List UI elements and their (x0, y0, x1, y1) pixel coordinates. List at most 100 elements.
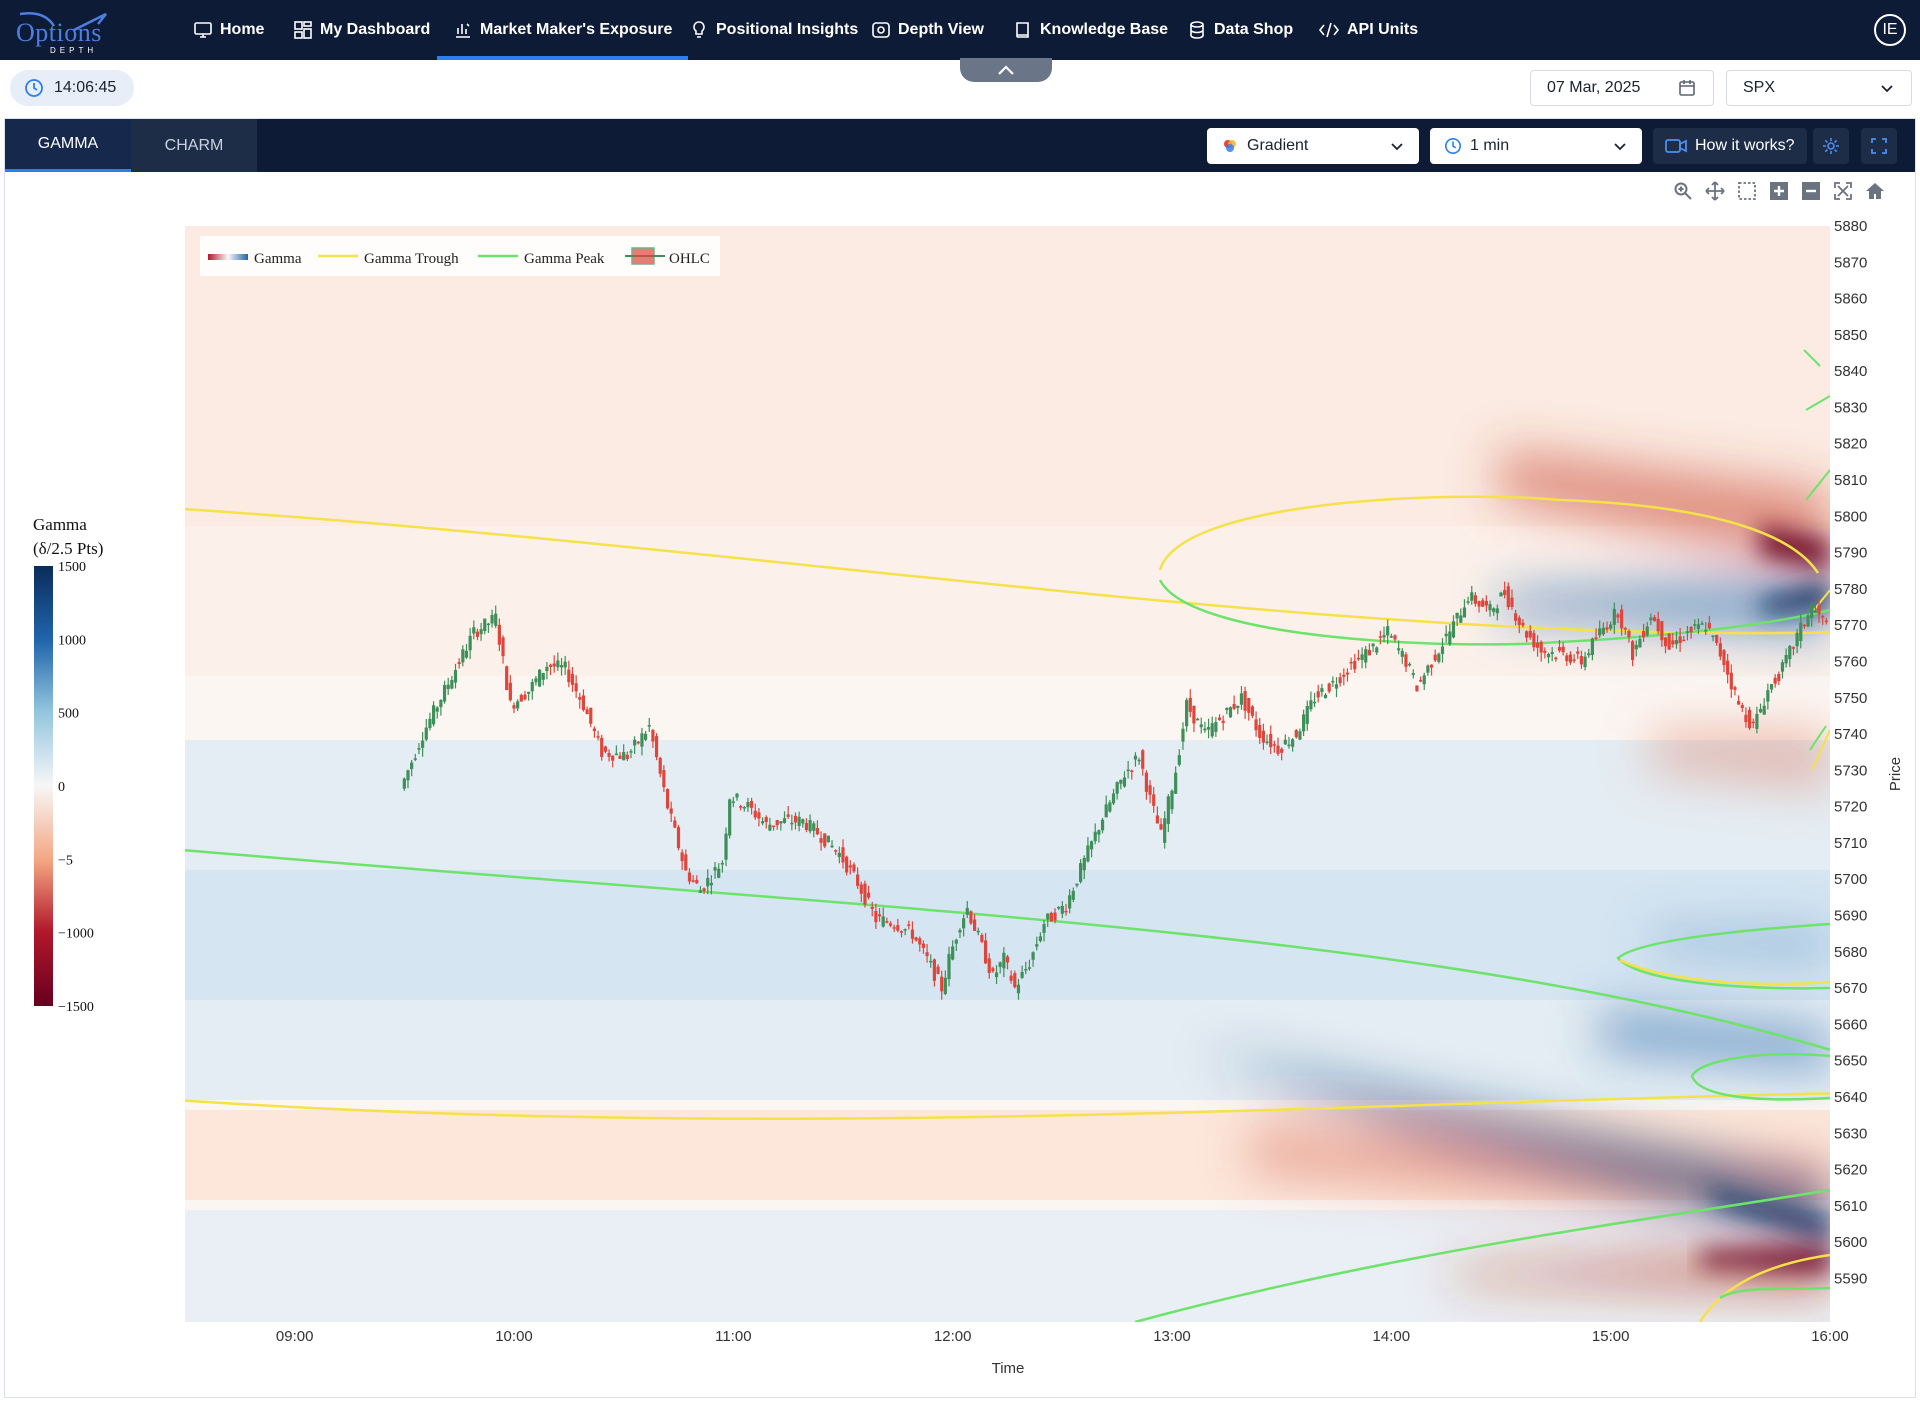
ohlc-candle (1704, 629, 1708, 632)
ohlc-candle (1170, 790, 1174, 810)
interval-select[interactable]: 1 min (1430, 128, 1642, 164)
ohlc-candle (1762, 705, 1766, 715)
ohlc-candle (421, 740, 425, 748)
ohlc-candle (936, 966, 940, 974)
ohlc-candle (1276, 745, 1280, 754)
ticker-select[interactable]: SPX (1726, 70, 1912, 106)
legend-ohlc: OHLC (669, 251, 710, 267)
ohlc-candle (1236, 705, 1240, 709)
colorbar-tick-label: −1500 (58, 1000, 94, 1015)
ohlc-candle (1349, 661, 1353, 664)
fullscreen-button[interactable] (1861, 128, 1897, 164)
ohlc-candle (760, 821, 765, 824)
ohlc-candle (1554, 657, 1558, 660)
nav-knowledge-base[interactable]: Knowledge Base (1013, 0, 1168, 60)
tab-charm[interactable]: CHARM (131, 119, 257, 172)
ohlc-candle (903, 929, 907, 931)
tab-gamma[interactable]: GAMMA (5, 119, 131, 172)
ohlc-candle (896, 925, 900, 931)
ohlc-candle (1122, 777, 1127, 787)
ohlc-candle (1214, 722, 1218, 732)
ohlc-candle (1777, 673, 1781, 682)
top-navigation-bar: Options DEPTH Home My Dashboard Market M… (0, 0, 1920, 60)
ohlc-candle (1188, 697, 1192, 712)
ohlc-candle (1389, 636, 1393, 638)
how-it-works-button[interactable]: How it works? (1653, 128, 1807, 164)
ohlc-candle (640, 733, 644, 747)
zoom-icon[interactable] (1672, 180, 1694, 202)
x-tick-label: 14:00 (1373, 1328, 1411, 1345)
ohlc-candle (486, 623, 491, 626)
y-tick-label: 5720 (1834, 799, 1867, 816)
ohlc-candle (856, 874, 860, 886)
date-picker[interactable]: 07 Mar, 2025 (1530, 70, 1714, 106)
ohlc-candle (1715, 635, 1719, 643)
y-tick-label: 5600 (1834, 1234, 1867, 1251)
ohlc-candle (1265, 741, 1269, 744)
ohlc-candle (1038, 936, 1042, 941)
x-tick-label: 09:00 (276, 1328, 314, 1345)
ohlc-candle (779, 821, 783, 824)
ohlc-candle (724, 833, 728, 860)
ohlc-candle (728, 799, 732, 836)
nav-positional-insights[interactable]: Positional Insights (689, 0, 858, 60)
ohlc-candle (574, 683, 578, 692)
nav-api-units[interactable]: API Units (1318, 0, 1418, 60)
home-icon[interactable] (1864, 180, 1886, 202)
options-depth-logo[interactable]: Options DEPTH (14, 8, 114, 55)
autoscale-icon[interactable] (1832, 180, 1854, 202)
ohlc-candle (665, 789, 670, 809)
y-tick-label: 5870 (1834, 254, 1867, 271)
nav-data-shop[interactable]: Data Shop (1187, 0, 1293, 60)
ohlc-candle (1046, 913, 1050, 920)
ohlc-candle (629, 751, 633, 753)
ohlc-candle (1064, 910, 1068, 913)
settings-button[interactable] (1813, 128, 1849, 164)
nav-depth-view[interactable]: Depth View (871, 0, 984, 60)
ohlc-candle (1243, 691, 1247, 711)
palette-icon (1224, 140, 1236, 152)
pan-icon[interactable] (1704, 180, 1726, 202)
ohlc-candle (1437, 653, 1441, 662)
ohlc-candle (863, 883, 867, 905)
y-axis-title: Price (1887, 757, 1904, 791)
nav-positional-insights-label: Positional Insights (716, 21, 859, 38)
ohlc-candle (600, 737, 604, 757)
ohlc-candle (1565, 655, 1569, 662)
ohlc-candle (1130, 770, 1134, 772)
chevron-down-icon (1614, 143, 1626, 151)
nav-home[interactable]: Home (193, 0, 264, 60)
ohlc-candle (888, 923, 893, 926)
avatar[interactable]: IE (1874, 14, 1906, 46)
ohlc-candle (1576, 651, 1580, 654)
ohlc-candles (402, 581, 1828, 1000)
ohlc-candle (731, 801, 735, 803)
y-tick-label: 5680 (1834, 944, 1867, 961)
nav-my-dashboard[interactable]: My Dashboard (293, 0, 430, 60)
ohlc-candle (1382, 635, 1386, 638)
y-tick-label: 5690 (1834, 908, 1867, 925)
ohlc-candle (607, 752, 611, 757)
box-select-icon[interactable] (1736, 180, 1758, 202)
ohlc-candle (1100, 819, 1105, 831)
collapse-header-button[interactable] (960, 58, 1052, 82)
ohlc-candle (874, 911, 878, 923)
nav-market-makers-exposure[interactable]: Market Maker's Exposure (436, 0, 689, 60)
ohlc-candle (1068, 895, 1072, 909)
ohlc-candle (1492, 608, 1496, 612)
ohlc-candle (1612, 608, 1616, 625)
ohlc-candle (1294, 730, 1298, 738)
ohlc-candle (439, 699, 443, 708)
color-mode-select[interactable]: Gradient (1207, 128, 1419, 164)
ohlc-candle (1477, 601, 1481, 607)
zoom-out-icon[interactable] (1800, 180, 1822, 202)
ohlc-candle (695, 879, 699, 884)
ohlc-candle (1280, 748, 1284, 753)
ohlc-candle (852, 864, 856, 872)
gamma-heatmap-chart[interactable]: Gamma Gamma Trough Gamma Peak OHLC Gamma… (0, 170, 1920, 1398)
ohlc-candle (1737, 700, 1741, 705)
nav-api-units-label: API Units (1347, 21, 1419, 38)
ohlc-candle (578, 697, 582, 700)
ohlc-candle (1429, 664, 1434, 668)
zoom-in-icon[interactable] (1768, 180, 1790, 202)
